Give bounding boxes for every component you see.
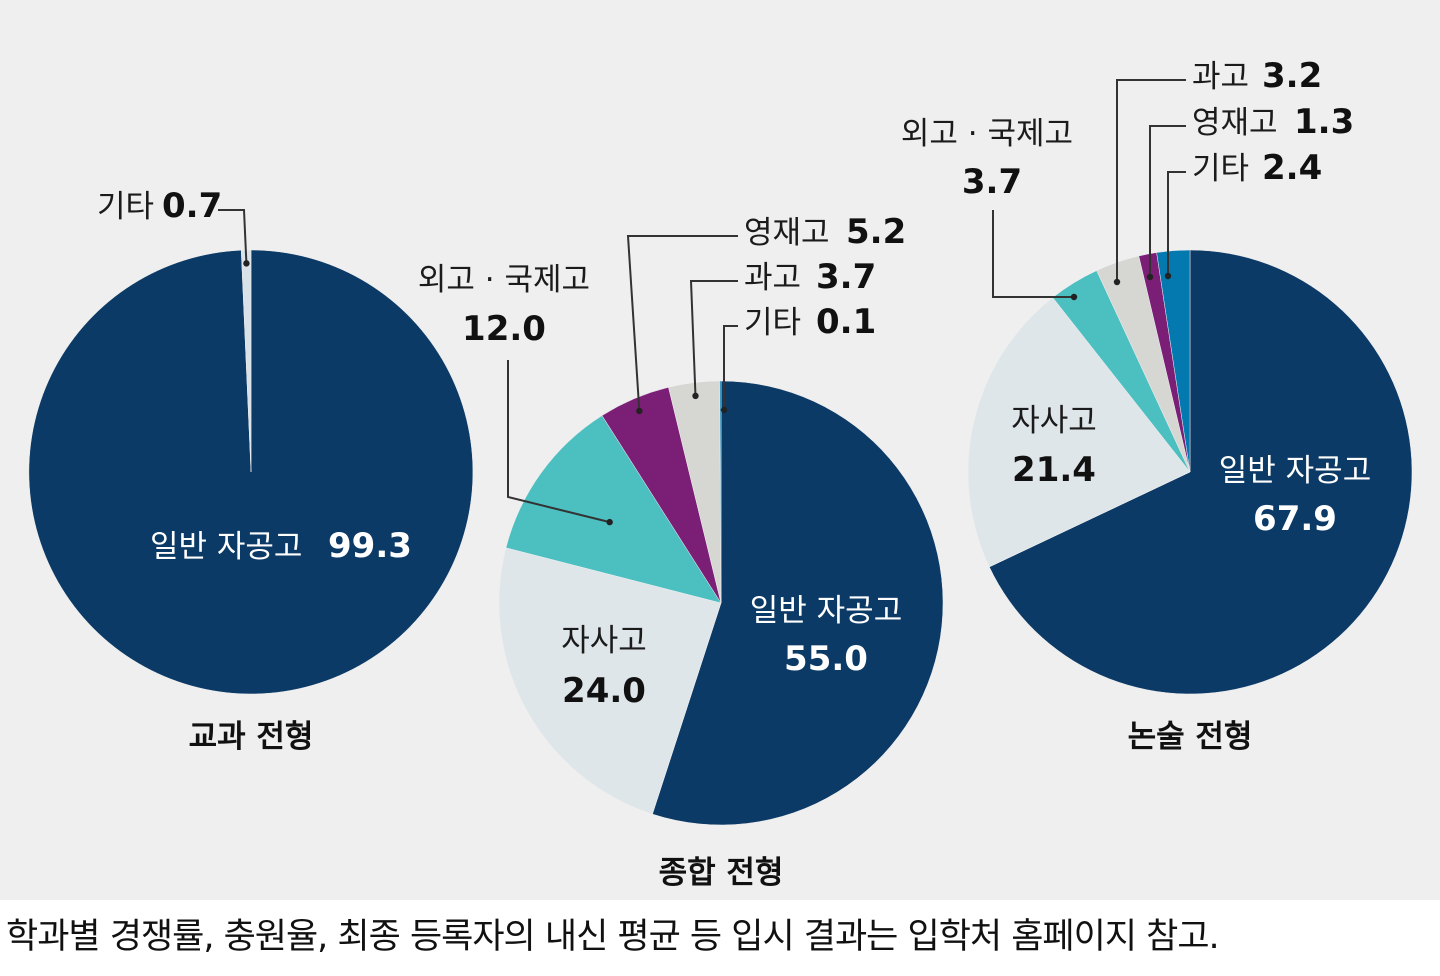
foreign-leader — [507, 360, 610, 524]
science-leader — [689, 280, 738, 396]
science-value: 3.2 — [1262, 56, 1322, 96]
slice-general — [652, 380, 944, 826]
gifted-label: 영재고 — [744, 215, 830, 251]
slice-foreign_intl — [505, 415, 722, 604]
general-label: 일반 자공고 — [150, 529, 302, 565]
foreign-value: 3.7 — [962, 162, 1022, 202]
other-value: 0.7 — [162, 186, 222, 226]
other-leader — [1167, 171, 1186, 276]
footnote: 학과별 경쟁률, 충원율, 최종 등록자의 내신 평균 등 입시 결과는 입학처… — [6, 917, 1220, 957]
gifted-leader-dot — [1146, 273, 1154, 281]
gifted-value: 1.3 — [1294, 102, 1354, 142]
science-leader — [1116, 79, 1186, 282]
foreign-value: 12.0 — [462, 309, 546, 349]
foreign-leader — [992, 210, 1074, 298]
slice-autonomous_private — [498, 547, 722, 815]
other-leader — [218, 209, 248, 264]
other-leader-dot — [720, 406, 728, 414]
autonomous-value: 24.0 — [562, 671, 646, 711]
foreign-label: 외고 · 국제고 — [901, 116, 1073, 152]
slice-general — [988, 249, 1413, 695]
other-value: 0.1 — [816, 302, 876, 342]
general-label: 일반 자공고 — [750, 593, 902, 629]
chart-title: 교과 전형 — [189, 719, 314, 755]
general-label: 일반 자공고 — [1219, 453, 1371, 489]
autonomous-label: 자사고 — [561, 623, 647, 659]
gifted-label: 영재고 — [1192, 105, 1278, 141]
science-leader-dot — [692, 392, 699, 400]
general-value: 67.9 — [1253, 499, 1337, 539]
general-value: 99.3 — [328, 526, 412, 566]
chart-title: 종합 전형 — [659, 855, 784, 891]
gifted-leader-dot — [636, 407, 643, 415]
autonomous-label: 자사고 — [1011, 403, 1097, 439]
autonomous-value: 21.4 — [1012, 450, 1096, 490]
pie-1 — [28, 249, 474, 695]
general-value: 55.0 — [784, 639, 868, 679]
other-label: 기타 — [1192, 151, 1249, 187]
science-leader-dot — [1113, 278, 1121, 286]
slice-autonomous_private — [967, 297, 1191, 568]
foreign-leader-dot — [606, 518, 613, 526]
slice-other — [719, 380, 722, 604]
foreign-leader-dot — [1070, 293, 1078, 301]
gifted-leader — [626, 235, 738, 412]
pie-3 — [967, 249, 1413, 695]
infographic-panel: 일반 자공고 99.3 기타 0.7 교과 전형 일반 자공고 55.0 자사고 24.0 외고 … — [0, 0, 1440, 900]
other-leader-dot — [243, 260, 250, 267]
chart-title: 논술 전형 — [1128, 719, 1253, 755]
other-value: 2.4 — [1262, 148, 1322, 188]
science-value: 3.7 — [816, 257, 876, 297]
slice-other — [1156, 249, 1191, 473]
other-leader — [723, 325, 738, 410]
other-label: 기타 — [97, 189, 154, 225]
foreign-label: 외고 · 국제고 — [418, 262, 590, 298]
other-label: 기타 — [744, 305, 801, 341]
pie-2 — [498, 380, 944, 826]
science-label: 과고 — [744, 260, 801, 296]
other-leader-dot — [1164, 272, 1172, 280]
gifted-leader — [1149, 125, 1186, 277]
gifted-value: 5.2 — [846, 212, 906, 252]
science-label: 과고 — [1192, 59, 1249, 95]
